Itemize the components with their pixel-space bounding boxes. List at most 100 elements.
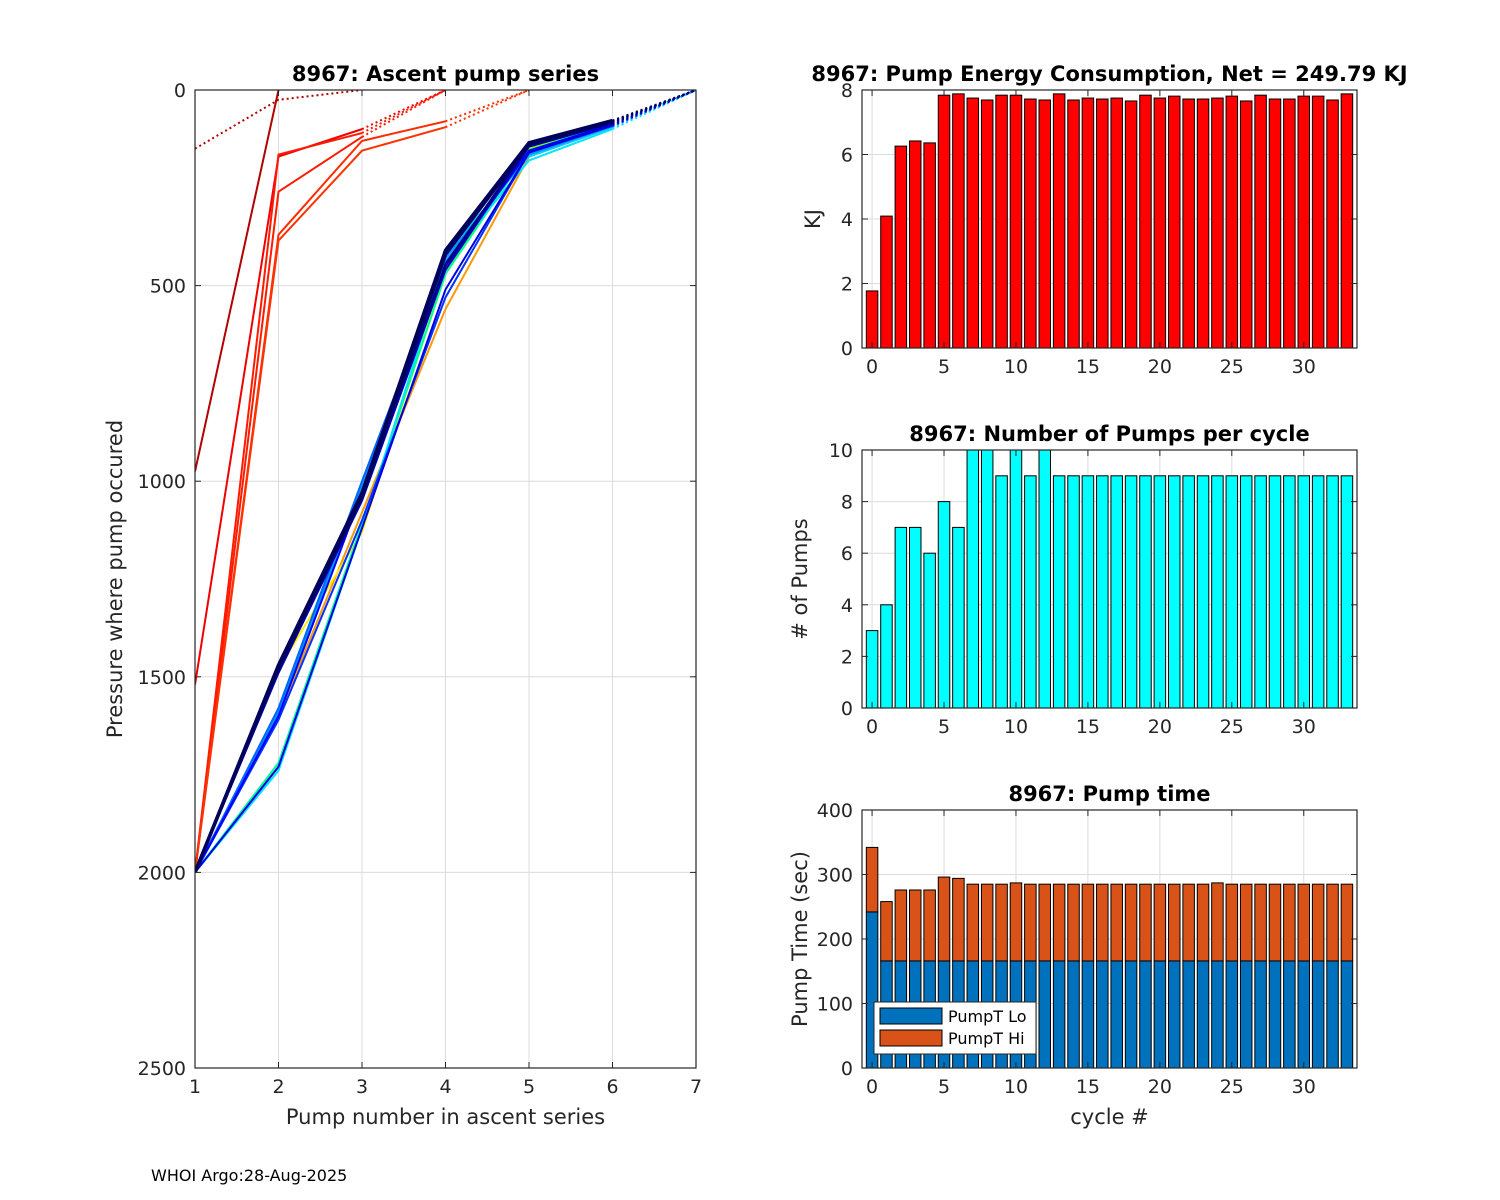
series-surface-line (361, 90, 446, 131)
bar (1167, 475, 1181, 709)
bar-pumpt-lo (1182, 960, 1195, 1069)
y-tick-label: 4 (841, 595, 853, 617)
bar-pumpt-hi (1340, 883, 1354, 962)
x-tick-label: 6 (606, 1076, 618, 1098)
bar (880, 215, 893, 349)
y-tick-label: 0 (841, 338, 853, 360)
bar (865, 290, 879, 349)
bar-pumpt-hi (1110, 883, 1123, 962)
x-axis-label: Pump number in ascent series (286, 1105, 605, 1129)
x-axis-label: cycle # (1070, 1105, 1149, 1129)
bar-pumpt-hi (894, 889, 908, 962)
bar (1096, 475, 1109, 709)
bar-pumpt-lo (1254, 960, 1267, 1069)
bar (1196, 98, 1210, 349)
x-tick-label: 10 (1004, 356, 1028, 378)
bar (1024, 98, 1037, 349)
chart-title: 8967: Pump time (1008, 782, 1210, 806)
x-tick-label: 4 (439, 1076, 451, 1098)
bar-pumpt-hi (880, 901, 893, 962)
y-axis-label: KJ (801, 209, 825, 229)
x-tick-label: 15 (1076, 1076, 1100, 1098)
bar (966, 97, 980, 349)
bar-pumpt-lo (1167, 960, 1181, 1069)
bar-pumpt-lo (1225, 960, 1239, 1069)
bar (894, 526, 908, 709)
bar (1326, 99, 1339, 349)
y-tick-label: 6 (841, 543, 853, 565)
series-line (195, 126, 613, 873)
bar (995, 94, 1008, 349)
bar-pumpt-lo (1052, 960, 1066, 1069)
x-tick-label: 25 (1220, 1076, 1244, 1098)
y-axis-label: # of Pumps (788, 518, 812, 640)
series-group (195, 90, 696, 874)
bar-pumpt-hi (865, 846, 879, 913)
bar (980, 449, 994, 709)
series-surface-line (195, 90, 363, 150)
bar-pumpt-hi (908, 889, 922, 962)
bar (1052, 475, 1066, 709)
bar-pumpt-hi (1139, 883, 1152, 962)
bar-pumpt-lo (1067, 960, 1080, 1069)
bar (1009, 449, 1023, 709)
bar (1326, 475, 1339, 709)
series-line (195, 123, 613, 873)
y-tick-label: 8 (841, 492, 853, 514)
bar-pumpt-hi (1311, 883, 1325, 962)
bar (880, 604, 893, 709)
series-line (195, 124, 613, 874)
bar (1283, 98, 1296, 349)
bar (995, 475, 1008, 709)
x-tick-label: 20 (1148, 716, 1172, 738)
legend-swatch (879, 1007, 943, 1025)
bar-pumpt-hi (1096, 883, 1109, 962)
y-tick-label: 100 (817, 994, 853, 1016)
bar-pumpt-hi (980, 883, 994, 962)
bar-pumpt-hi (1268, 883, 1282, 962)
bar-pumpt-lo (1211, 960, 1224, 1069)
bar (1153, 97, 1167, 349)
series-line (195, 126, 446, 873)
y-tick-label: 2 (841, 646, 853, 668)
bar (1182, 98, 1195, 349)
bar-pumpt-hi (937, 876, 951, 962)
series-line (195, 125, 613, 873)
series-surface-line (361, 90, 446, 138)
bar (1225, 95, 1239, 349)
y-tick-label: 6 (841, 145, 853, 167)
bar-pumpt-hi (1254, 883, 1267, 962)
bar (1254, 475, 1267, 709)
bar-pumpt-hi (1239, 883, 1253, 962)
bar (894, 145, 908, 349)
bar (908, 140, 922, 349)
bar (1110, 97, 1123, 349)
bar (1311, 95, 1325, 349)
y-tick-label: 300 (817, 865, 853, 887)
series-line (195, 118, 613, 874)
bar (1038, 99, 1052, 349)
bar-pumpt-hi (1225, 883, 1239, 962)
bar-pumpt-hi (952, 877, 965, 962)
footer-credit: WHOI Argo:28-Aug-2025 (151, 1166, 348, 1185)
series-surface-line (445, 90, 530, 123)
chart-title: 8967: Pump Energy Consumption, Net = 249… (811, 62, 1407, 86)
x-tick-label: 0 (866, 356, 878, 378)
x-tick-label: 20 (1148, 356, 1172, 378)
bar (980, 99, 994, 349)
bar (1239, 475, 1253, 709)
bar-pumpt-hi (1211, 882, 1224, 962)
bar (1139, 94, 1152, 349)
bar-pumpt-lo (1340, 960, 1354, 1069)
bar (1211, 475, 1224, 709)
chart-title: 8967: Number of Pumps per cycle (909, 422, 1309, 446)
x-tick-label: 0 (866, 716, 878, 738)
x-tick-label: 5 (938, 716, 950, 738)
bar-pumpt-lo (1153, 960, 1167, 1069)
bar (966, 449, 980, 709)
bar-pumpt-lo (1096, 960, 1109, 1069)
y-tick-label: 4 (841, 209, 853, 231)
series-line (195, 125, 613, 873)
bar (1283, 475, 1296, 709)
